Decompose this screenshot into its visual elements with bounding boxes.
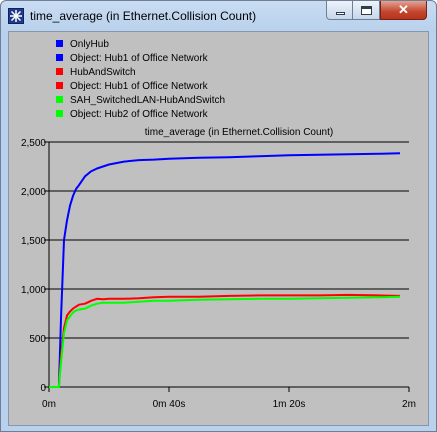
x-tick-label: 2m <box>402 399 416 410</box>
series-line <box>49 152 401 388</box>
y-tick-label: 500 <box>29 334 46 345</box>
legend-swatch <box>56 110 63 117</box>
close-button[interactable]: ✕ <box>380 1 427 20</box>
legend-swatch <box>56 96 63 103</box>
chart-panel: OnlyHub Object: Hub1 of Office Network Hub… <box>8 31 429 426</box>
x-tick-label: 0m <box>42 399 56 410</box>
legend-swatch <box>56 40 63 47</box>
legend-swatch <box>56 68 63 75</box>
title-bar[interactable]: time_average (in Ethernet.Collision Coun… <box>1 1 436 31</box>
close-icon: ✕ <box>398 2 409 17</box>
series-line <box>49 295 401 388</box>
x-tick-label: 1m 20s <box>273 399 306 410</box>
legend-label: OnlyHub <box>70 39 109 50</box>
maximize-icon <box>361 6 372 15</box>
legend-label: HubAndSwitch <box>70 67 136 78</box>
x-tick-label: 0m 40s <box>153 399 186 410</box>
legend-swatch <box>56 54 63 61</box>
y-tick-label: 2,000 <box>21 187 46 198</box>
legend-label: Object: Hub1 of Office Network <box>70 81 209 92</box>
maximize-button[interactable] <box>353 1 380 20</box>
chart-title: time_average (in Ethernet.Collision Coun… <box>145 127 333 138</box>
plot-area <box>49 142 409 387</box>
app-icon <box>8 8 24 24</box>
legend-label: SAH_SwitchedLAN-HubAndSwitch <box>70 95 225 106</box>
legend-label: Object: Hub1 of Office Network <box>70 53 209 64</box>
y-tick-label: 2,500 <box>21 138 46 149</box>
series-line <box>49 293 401 388</box>
legend-swatch <box>56 82 63 89</box>
legend-label: Object: Hub2 of Office Network <box>70 109 209 120</box>
window-title: time_average (in Ethernet.Collision Coun… <box>30 9 257 23</box>
chart-svg: OnlyHub Object: Hub1 of Office Network Hub… <box>21 39 416 410</box>
minimize-button[interactable] <box>326 1 353 20</box>
y-tick-label: 0 <box>40 383 46 394</box>
y-tick-label: 1,500 <box>21 236 46 247</box>
minimize-icon <box>336 12 345 15</box>
y-tick-label: 1,000 <box>21 285 46 296</box>
